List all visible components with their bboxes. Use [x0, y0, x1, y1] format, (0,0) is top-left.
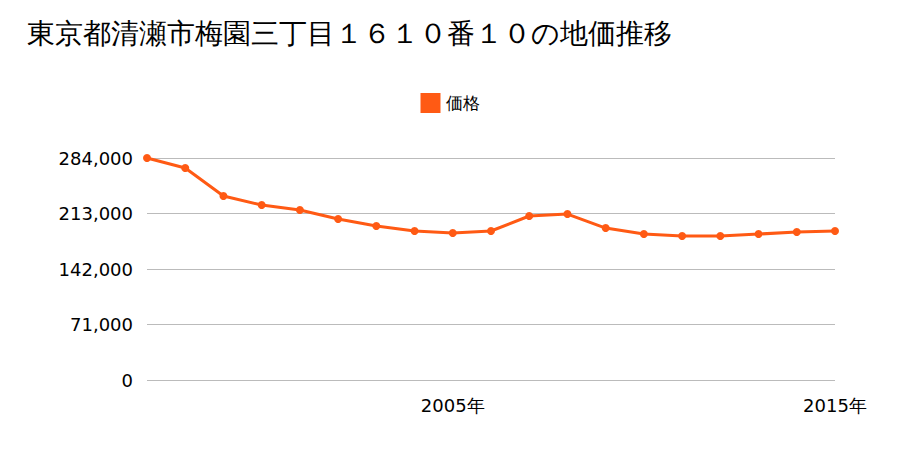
svg-text:価格: 価格: [446, 93, 480, 113]
svg-text:213,000: 213,000: [59, 203, 133, 224]
svg-text:2015年: 2015年: [803, 395, 867, 416]
svg-text:71,000: 71,000: [70, 314, 133, 335]
svg-text:284,000: 284,000: [59, 148, 133, 169]
svg-text:2005年: 2005年: [421, 395, 485, 416]
svg-text:東京都清瀬市梅園三丁目１６１０番１０の地価推移: 東京都清瀬市梅園三丁目１６１０番１０の地価推移: [27, 17, 672, 50]
svg-text:0: 0: [122, 370, 133, 391]
svg-text:142,000: 142,000: [59, 259, 133, 280]
